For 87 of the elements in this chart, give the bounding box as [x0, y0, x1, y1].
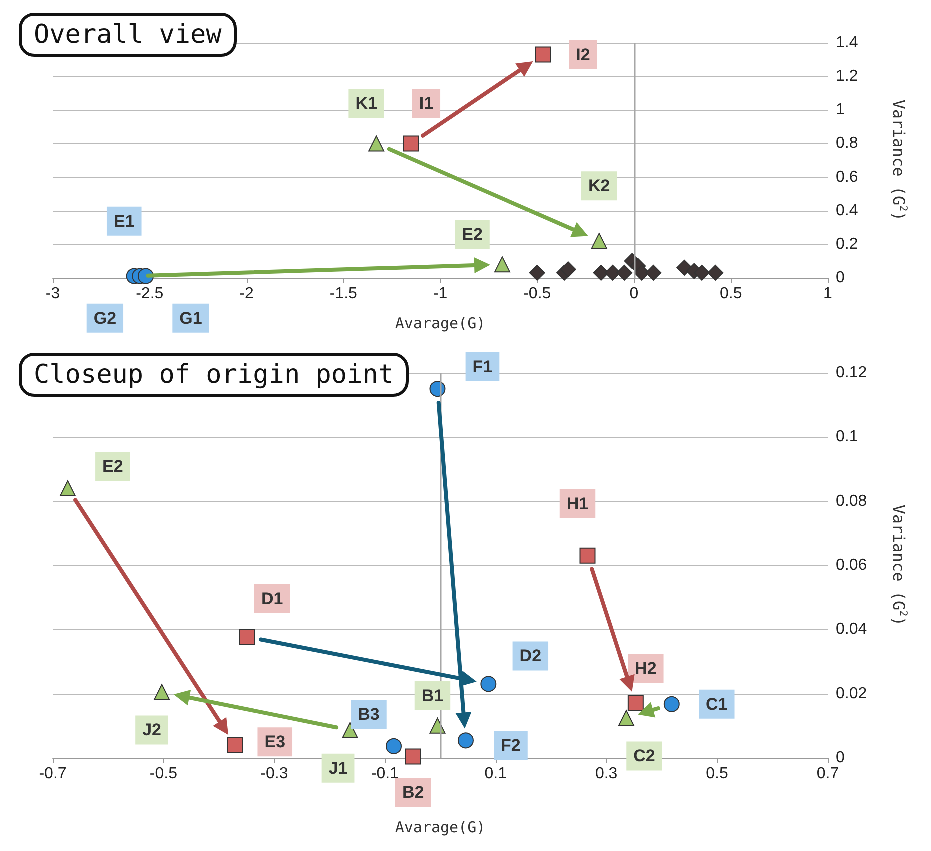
chart-title: Closeup of origin point [34, 360, 394, 390]
annotation: J1 [328, 758, 348, 778]
y-tick-label: 1 [836, 102, 845, 119]
annotation: F1 [472, 358, 493, 377]
x-axis-title: Avarage(G) [395, 818, 486, 836]
point [368, 136, 385, 152]
x-tick-label: 0.5 [706, 766, 729, 782]
point [618, 710, 634, 726]
x-tick-label: -2.5 [136, 286, 164, 302]
point [386, 738, 402, 754]
x-tick-label: -0.3 [260, 766, 288, 782]
annotation: H2 [635, 658, 657, 678]
point [405, 748, 422, 765]
y-axis-title: Variance (G2) [890, 504, 908, 626]
annotation: C2 [634, 746, 656, 766]
y-tick-label: 0.08 [836, 492, 868, 510]
x-tick-label: -3 [46, 286, 60, 302]
point [628, 695, 644, 712]
point [458, 732, 474, 749]
point [708, 264, 724, 281]
x-tick-label: 0.5 [720, 286, 742, 302]
annotation: B3 [358, 704, 380, 724]
annotation: G2 [94, 308, 117, 328]
point [580, 548, 596, 564]
annotation: E2 [102, 457, 124, 476]
x-tick-label: 1 [824, 286, 833, 302]
annotation: G1 [180, 308, 202, 328]
x-tick-label: -1.5 [330, 286, 358, 302]
x-tick-label: 0.1 [484, 766, 508, 782]
annotation: D1 [261, 590, 284, 609]
y-tick-label: 0.1 [836, 428, 858, 446]
annotation: E1 [114, 212, 135, 231]
y-tick-label: 0 [836, 750, 845, 766]
point [480, 676, 497, 692]
y-axis-title: Variance (G2) [890, 100, 908, 222]
annotation: K2 [588, 176, 610, 196]
x-tick-label: -0.1 [371, 766, 400, 782]
y-tick-label: 0.12 [836, 364, 868, 382]
x-tick-label: -1 [433, 286, 448, 302]
y-tick-label: 1.4 [836, 34, 858, 52]
y-tick-label: 0.6 [836, 168, 858, 186]
annotation: K1 [356, 94, 378, 114]
x-tick-label: -0.7 [39, 766, 67, 782]
x-tick-label: 0.3 [595, 766, 618, 782]
annotation: F2 [501, 736, 521, 756]
point [494, 256, 510, 273]
point [604, 264, 621, 281]
y-tick-label: 0.04 [836, 621, 868, 638]
annotation: B2 [402, 783, 424, 802]
annotation: B1 [422, 686, 444, 706]
chart-title: Overall view [34, 20, 222, 50]
point [342, 722, 358, 738]
y-tick-label: 0 [836, 270, 845, 286]
point [529, 264, 546, 281]
annotation: H1 [566, 494, 589, 514]
annotation: J2 [142, 720, 162, 740]
y-tick-label: 0.8 [836, 135, 858, 152]
annotation: I1 [419, 94, 434, 114]
x-tick-label: -2 [240, 286, 254, 302]
point [616, 264, 633, 281]
point [227, 737, 244, 754]
point [60, 480, 76, 496]
point [664, 696, 680, 712]
point [593, 264, 610, 281]
point [591, 233, 608, 250]
x-axis-title: Avarage(G) [395, 314, 486, 332]
x-tick-label: 0.7 [816, 766, 840, 782]
point [694, 264, 710, 281]
annotation: C1 [706, 694, 728, 714]
annotation: I2 [576, 45, 590, 64]
annotation: E3 [264, 732, 286, 752]
point [646, 264, 662, 281]
point [535, 46, 552, 63]
x-tick-label: -0.5 [524, 286, 552, 302]
point [403, 136, 420, 152]
y-tick-label: 0.06 [836, 557, 868, 574]
point [154, 684, 170, 700]
x-tick-label: -0.5 [150, 766, 178, 782]
x-tick-label: 0 [630, 286, 639, 302]
point [560, 262, 576, 278]
annotation: E2 [462, 225, 483, 244]
y-tick-label: 0.02 [836, 685, 868, 702]
y-tick-label: 1.2 [836, 68, 858, 86]
annotation: D2 [520, 646, 542, 666]
y-tick-label: 0.4 [836, 202, 858, 220]
point [239, 629, 256, 646]
y-tick-label: 0.2 [836, 236, 858, 253]
